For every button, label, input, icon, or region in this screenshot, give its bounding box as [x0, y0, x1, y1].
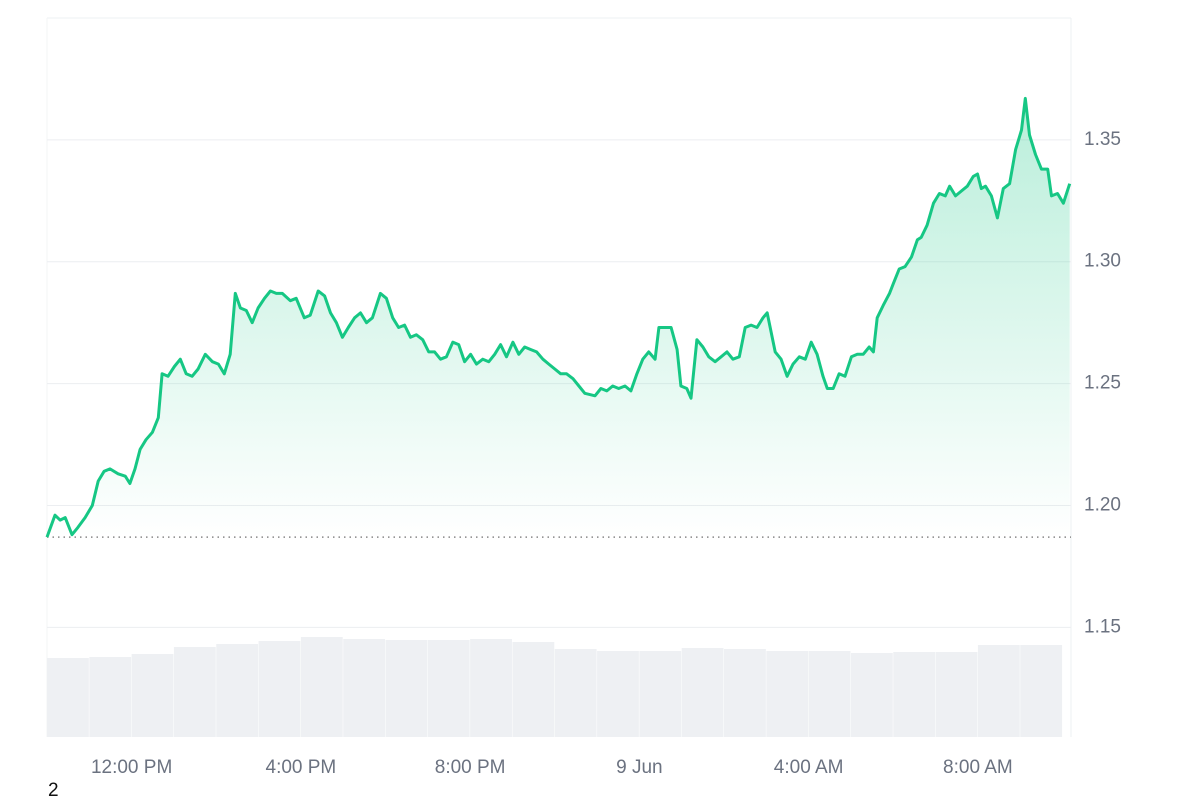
x-tick-label: 4:00 AM — [774, 757, 844, 778]
volume-bar — [597, 651, 639, 737]
footnote: 2 — [48, 780, 59, 800]
volume-bar — [850, 653, 893, 737]
y-tick-label: 1.15 — [1084, 616, 1121, 637]
volume-bar — [724, 649, 766, 737]
x-tick-label: 12:00 PM — [91, 757, 172, 778]
volume-bar — [258, 641, 301, 737]
volume-bar — [1020, 645, 1063, 737]
volume-bar — [893, 652, 936, 737]
volume-bar — [766, 651, 809, 737]
x-tick-label: 8:00 PM — [435, 757, 506, 778]
volume-bar — [343, 639, 386, 737]
volume-bar — [47, 658, 89, 737]
volume-bar — [681, 648, 724, 737]
volume-bar — [89, 657, 132, 737]
y-tick-label: 1.30 — [1084, 251, 1121, 272]
volume-bar — [977, 645, 1020, 737]
volume-bar — [470, 639, 512, 737]
volume-bar — [173, 647, 216, 737]
x-tick-label: 4:00 PM — [266, 757, 337, 778]
x-tick-label: 8:00 AM — [943, 757, 1013, 778]
volume-bar — [300, 637, 343, 737]
volume-bar — [427, 640, 470, 737]
x-tick-label: 9 Jun — [616, 757, 662, 778]
volume-bar — [639, 651, 682, 737]
y-tick-label: 1.20 — [1084, 494, 1121, 515]
volume-bar — [554, 649, 597, 737]
y-tick-label: 1.25 — [1084, 373, 1121, 394]
volume-bar — [935, 652, 978, 737]
volume-bar — [131, 654, 174, 737]
price-line — [45, 96, 1072, 538]
volume-bar — [385, 640, 428, 737]
volume-bar — [216, 644, 259, 737]
volume-bar — [512, 642, 555, 737]
area — [47, 98, 1070, 538]
y-tick-label: 1.35 — [1084, 129, 1121, 150]
volume-bar — [808, 651, 851, 737]
